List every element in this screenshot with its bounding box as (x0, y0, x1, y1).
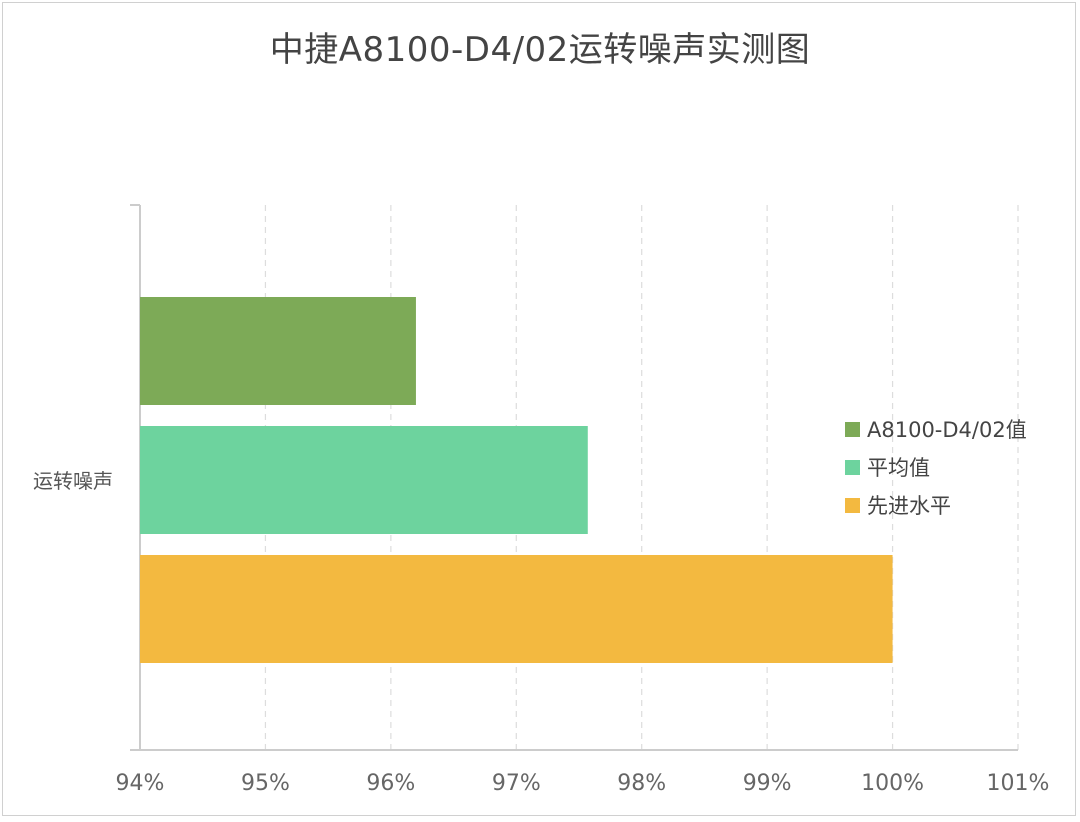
legend-swatch (845, 460, 860, 475)
bars (140, 297, 893, 663)
legend-swatch (845, 498, 860, 513)
legend-label: A8100-D4/02值 (867, 418, 1027, 442)
x-tick-label: 98% (617, 771, 666, 796)
bar-2 (140, 426, 588, 534)
bar-3 (140, 555, 893, 663)
tick-labels: 94% 95% 96% 97% 98% 99% 100% 101% 运转噪声 (33, 469, 1049, 796)
x-tick-label: 95% (241, 771, 290, 796)
x-tick-label: 94% (116, 771, 165, 796)
chart-title: 中捷A8100-D4/02运转噪声实测图 (269, 30, 811, 70)
legend-label: 平均值 (867, 456, 930, 480)
bar-1 (140, 297, 416, 405)
legend-swatch (845, 422, 860, 437)
legend-label: 先进水平 (867, 494, 951, 518)
x-tick-label: 100% (861, 771, 924, 796)
x-tick-label: 96% (366, 771, 415, 796)
x-tick-label: 97% (492, 771, 541, 796)
x-tick-label: 101% (987, 771, 1050, 796)
x-tick-label: 99% (743, 771, 792, 796)
category-label: 运转噪声 (33, 469, 113, 493)
